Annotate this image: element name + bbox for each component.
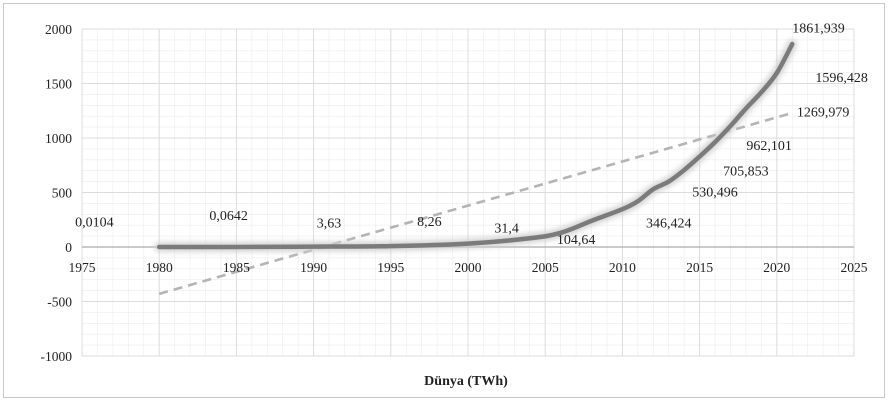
y-tick-label: 0 xyxy=(65,240,72,255)
x-tick-label: 2005 xyxy=(532,260,559,275)
y-tick-label: 1500 xyxy=(45,77,72,92)
x-axis-title: Dünya (TWh) xyxy=(424,374,508,389)
series-line xyxy=(156,41,795,250)
data-label: 1861,939 xyxy=(792,21,845,36)
trend-layer xyxy=(158,111,793,296)
data-label: 104,64 xyxy=(557,233,596,248)
x-tick-label: 2010 xyxy=(609,260,636,275)
data-label: 0,0104 xyxy=(75,215,114,230)
x-tick-label: 1995 xyxy=(377,260,404,275)
major-grid xyxy=(81,28,855,357)
data-label: 8,26 xyxy=(417,215,442,230)
data-label: 705,853 xyxy=(723,165,769,180)
data-label: 1269,979 xyxy=(797,105,850,120)
x-tick-label: 1980 xyxy=(146,260,173,275)
x-tick-label: 1985 xyxy=(223,260,250,275)
data-label: 962,101 xyxy=(746,139,792,154)
x-tick-label: 1990 xyxy=(300,260,327,275)
x-tick-label: 2025 xyxy=(841,260,868,275)
y-tick-label: 1000 xyxy=(45,131,72,146)
data-label: 346,424 xyxy=(646,216,692,231)
x-tick-labels: 1975 1980 1985 1990 1995 2000 2005 2010 2015 2020… xyxy=(69,260,868,275)
data-label: 0,0642 xyxy=(209,209,248,224)
series-layer xyxy=(154,39,797,252)
trend-line xyxy=(158,111,793,296)
y-tick-label: 500 xyxy=(52,186,73,201)
data-label: 3,63 xyxy=(317,216,342,231)
y-tick-label: -500 xyxy=(47,295,72,310)
series-line-glow xyxy=(154,39,797,252)
data-labels: 0,0104 0,0642 3,63 8,26 31,4 104,64 346,424 530… xyxy=(75,21,868,247)
data-label: 530,496 xyxy=(692,185,738,200)
data-label: 31,4 xyxy=(494,221,519,236)
x-tick-label: 2000 xyxy=(455,260,482,275)
y-tick-label: 2000 xyxy=(45,22,72,37)
y-tick-label: -1000 xyxy=(41,349,73,364)
data-label: 1596,428 xyxy=(815,71,868,86)
chart-frame: 2000 1500 1000 500 0 -500 -1000 1975 1980 1985 19… xyxy=(3,3,885,398)
x-tick-label: 2020 xyxy=(763,260,790,275)
x-tick-label: 1975 xyxy=(69,260,96,275)
y-tick-labels: 2000 1500 1000 500 0 -500 -1000 xyxy=(41,22,73,364)
x-tick-label: 2015 xyxy=(686,260,713,275)
